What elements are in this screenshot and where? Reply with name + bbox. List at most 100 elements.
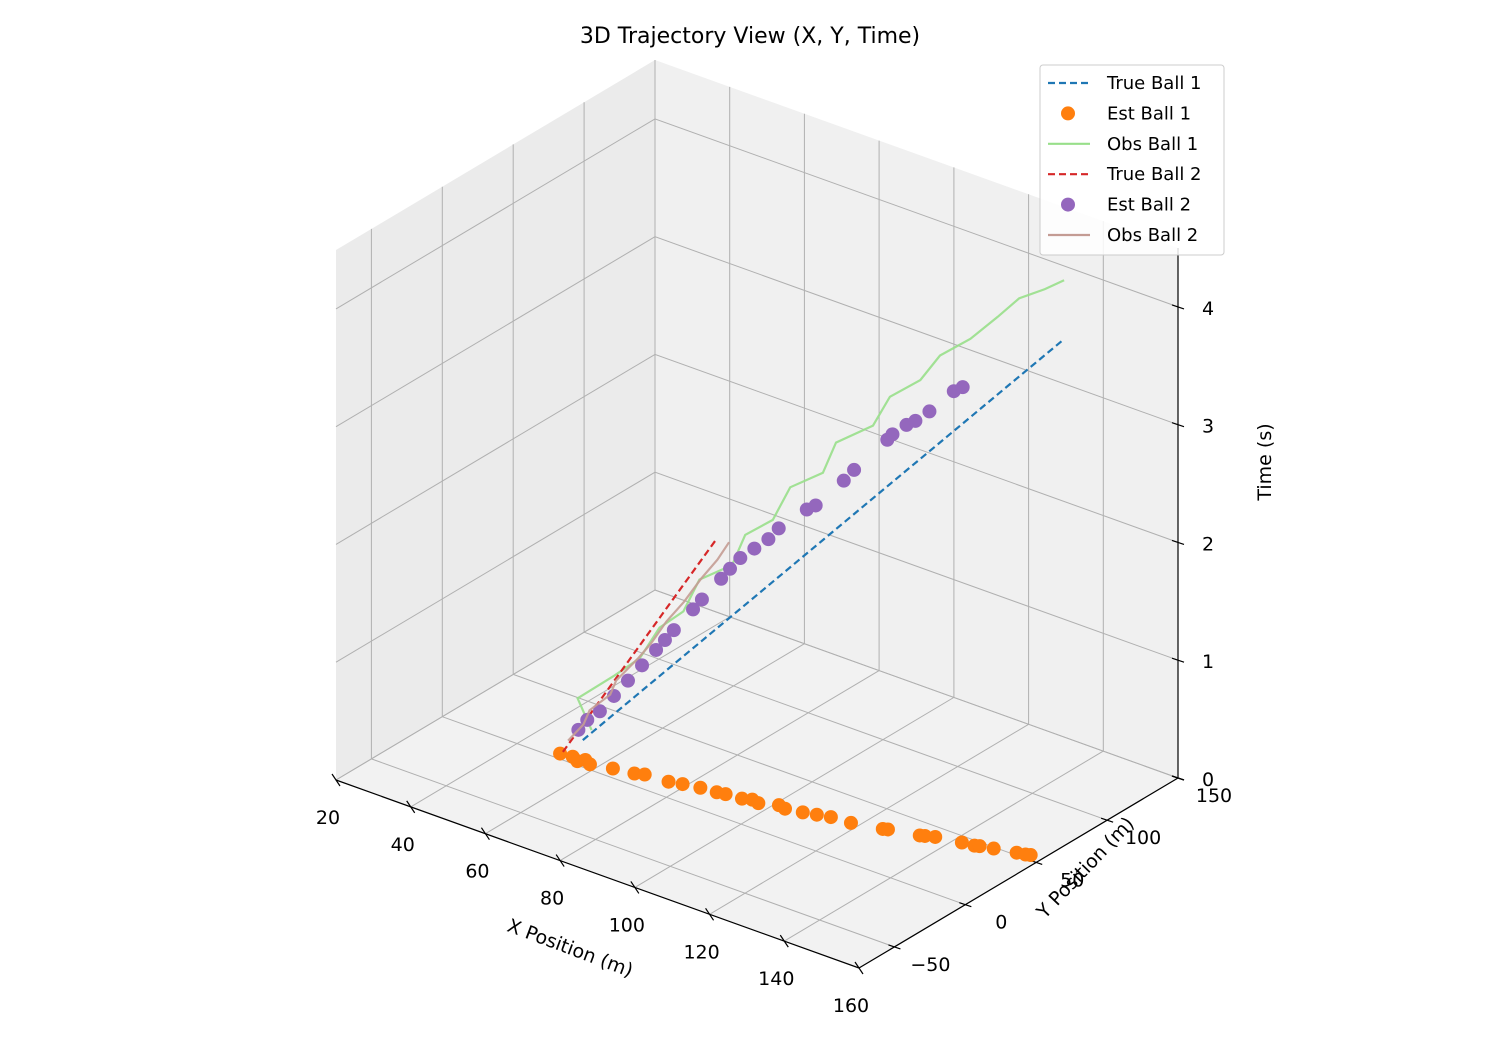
legend: True Ball 1 Est Ball 1 Obs Ball 1 True Ball…	[1039, 64, 1225, 256]
est-ball-2-legend-label: Est Ball 2	[1107, 195, 1191, 216]
est-ball-1-point	[627, 766, 642, 781]
x-tick	[630, 881, 640, 894]
z-tick-label: 1	[1202, 651, 1214, 673]
est-ball-2-point	[847, 462, 862, 477]
z-tick-label: 0	[1202, 769, 1214, 791]
x-tick	[480, 827, 490, 841]
x-axis-line	[335, 779, 860, 969]
est-ball-2-point	[747, 541, 762, 556]
est-ball-1-series	[553, 746, 1038, 863]
x-tick-label: 60	[465, 861, 489, 883]
est-ball-2-point	[733, 551, 748, 566]
z-axis-label: Time (s)	[1254, 423, 1276, 501]
z-tick	[1171, 657, 1185, 663]
left-pane	[336, 60, 655, 780]
floor-pane	[336, 590, 1178, 968]
x-tick-label: 40	[391, 834, 415, 856]
est-ball-2-point	[592, 704, 607, 719]
y-tick-label: 150	[1196, 785, 1232, 807]
obs-ball-1-line	[576, 279, 1065, 731]
est-ball-2-point	[657, 633, 672, 648]
est-ball-2-point	[761, 532, 776, 547]
est-ball-1-point	[693, 780, 708, 795]
est-ball-1-point	[718, 787, 733, 802]
x-tick	[854, 961, 864, 975]
x-tick-label: 20	[316, 807, 340, 829]
y-tick	[1100, 817, 1114, 823]
x-tick	[705, 907, 715, 921]
est-ball-2-legend-swatch	[1061, 197, 1075, 212]
est-ball-2-point	[771, 521, 786, 536]
x-tick	[406, 800, 416, 814]
z-tick	[1171, 422, 1185, 428]
y-tick-label: 0	[995, 912, 1007, 934]
true-ball-1-legend-label: True Ball 1	[1106, 73, 1202, 94]
est-ball-1-point	[734, 791, 749, 806]
est-ball-2-point	[808, 498, 823, 513]
y-tick	[888, 944, 901, 950]
est-ball-2-point	[955, 380, 970, 395]
est-ball-1-point	[795, 805, 810, 820]
est-ball-1-point	[637, 767, 652, 782]
est-ball-1-point	[605, 761, 620, 776]
est-ball-1-point	[843, 815, 858, 830]
est-ball-1-legend-label: Est Ball 1	[1107, 103, 1191, 124]
y-tick-label: −50	[910, 954, 950, 976]
z-grid-line	[335, 353, 1179, 545]
legend-frame	[1039, 64, 1225, 256]
obs-ball-1-legend-label: Obs Ball 1	[1107, 134, 1198, 155]
est-ball-2-point	[885, 427, 900, 442]
est-ball-1-point	[917, 828, 932, 843]
true-ball-1-series	[582, 338, 1065, 741]
est-ball-1-point	[809, 807, 824, 822]
y-tick-label: 50	[1060, 869, 1084, 891]
y-tick	[959, 902, 972, 908]
est-ball-1-point	[778, 801, 793, 816]
est-ball-1-legend-swatch	[1061, 106, 1075, 121]
x-tick	[555, 854, 565, 867]
x-tick	[331, 773, 341, 787]
est-ball-1-point	[751, 796, 766, 811]
grid-lines	[335, 60, 1179, 969]
est-ball-2-point	[836, 473, 851, 488]
x-tick	[779, 934, 789, 948]
est-ball-2-point	[922, 404, 937, 419]
est-ball-1-point	[582, 757, 597, 772]
z-tick	[1171, 304, 1185, 310]
est-ball-1-point	[661, 774, 676, 789]
est-ball-2-point	[620, 673, 635, 688]
est-ball-1-point	[928, 829, 943, 844]
true-ball-2-legend-label: True Ball 2	[1106, 164, 1202, 185]
chart-title: 3D Trajectory View (X, Y, Time)	[580, 24, 920, 49]
obs-ball-1-series	[576, 279, 1065, 731]
x-tick-label: 160	[833, 995, 869, 1017]
x-tick-label: 80	[540, 888, 564, 910]
est-ball-1-point	[880, 822, 895, 837]
true-ball-1-line	[582, 338, 1065, 741]
z-tick	[1171, 775, 1185, 781]
y-tick-label: 100	[1125, 827, 1161, 849]
est-ball-2-series	[571, 380, 970, 737]
obs-ball-2-line	[567, 541, 731, 742]
z-grid-line	[335, 471, 1179, 663]
z-tick-label: 2	[1202, 533, 1214, 555]
y-axis-line	[858, 777, 1179, 969]
est-ball-2-point	[714, 571, 729, 586]
z-grid-line	[335, 118, 1179, 310]
obs-ball-2-legend-label: Obs Ball 2	[1107, 225, 1198, 246]
z-tick-label: 3	[1202, 416, 1214, 438]
est-ball-2-point	[686, 602, 701, 617]
x-tick-label: 120	[683, 941, 719, 963]
est-ball-2-point	[723, 561, 738, 576]
est-ball-1-point	[954, 835, 969, 850]
z-tick	[1171, 539, 1185, 546]
data-layer	[553, 279, 1065, 863]
est-ball-1-point	[986, 841, 1001, 856]
est-ball-2-point	[694, 592, 709, 607]
est-ball-2-point	[649, 642, 664, 657]
x-tick-label: 100	[609, 914, 645, 936]
est-ball-1-point	[823, 810, 838, 825]
est-ball-1-point	[972, 839, 987, 854]
